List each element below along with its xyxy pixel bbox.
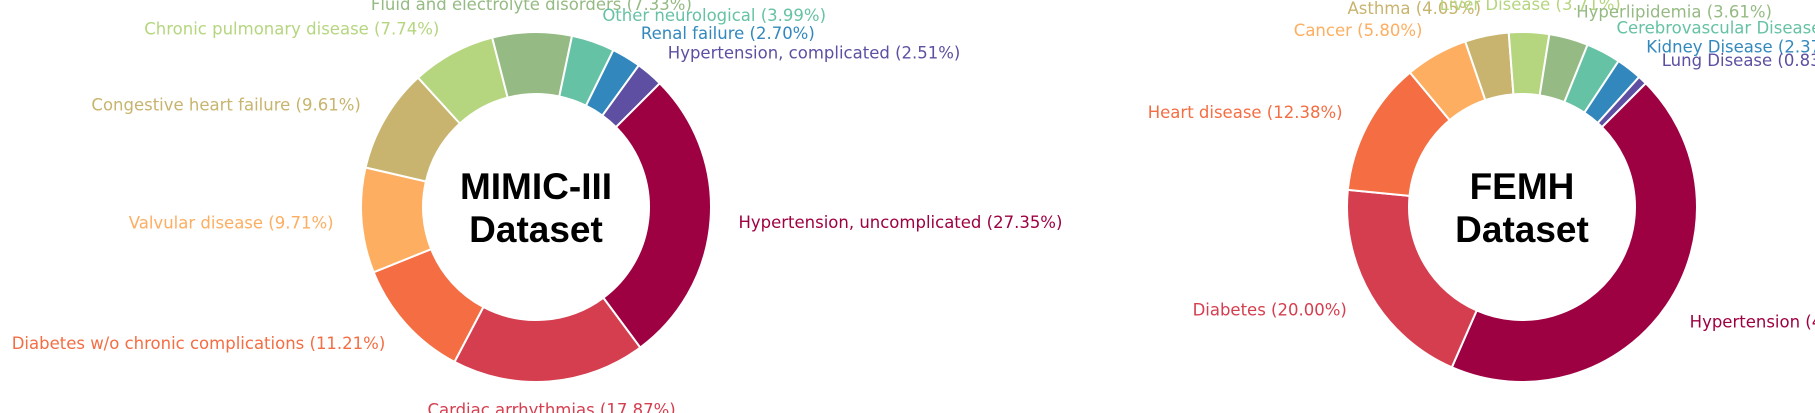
slice-label-2-3: Heart disease (12.38%) [1148, 103, 1343, 122]
center-title-1-line-2: Dataset [469, 209, 603, 250]
slice-label-2-5: Asthma (4.05%) [1348, 0, 1482, 18]
slice-label-1-4: Valvular disease (9.71%) [129, 214, 334, 233]
slice-label-2-2: Diabetes (20.00%) [1193, 301, 1347, 320]
slice-label-2-7: Hyperlipidemia (3.61%) [1576, 2, 1772, 21]
slice-label-1-9: Renal failure (2.70%) [641, 24, 815, 43]
slice-label-2-4: Cancer (5.80%) [1294, 21, 1423, 40]
slice-label-1-6: Chronic pulmonary disease (7.74%) [144, 19, 439, 38]
center-title-1-line-1: MIMIC-III [460, 166, 612, 207]
slice-2-1 [1450, 81, 1698, 383]
slice-label-2-1: Hypertension (44.07%) [1690, 312, 1815, 331]
slice-1-10 [600, 63, 662, 129]
slice-label-1-10: Hypertension, complicated (2.51%) [668, 44, 961, 63]
center-title-2-line-2: Dataset [1455, 209, 1589, 250]
slice-label-2-8: Cerebrovascular Disease (3.19%) [1616, 18, 1815, 37]
slice-1-7 [490, 31, 574, 99]
slice-2-10 [1596, 75, 1648, 129]
slice-label-1-1: Hypertension, uncomplicated (27.35%) [738, 213, 1062, 232]
slice-label-1-5: Congestive heart failure (9.61%) [91, 95, 360, 114]
slice-label-2-10: Lung Disease (0.83%) [1662, 51, 1815, 70]
slice-label-1-3: Diabetes w/o chronic complications (11.2… [12, 334, 386, 353]
donut-chart-1: Hypertension, uncomplicated (27.35%) Card… [12, 0, 1063, 413]
slice-1-1 [601, 81, 712, 349]
donut-chart-2: Hypertension (44.07%) Diabetes (20.00%) He… [1148, 0, 1815, 383]
slice-label-2-6: Liver Disease (3.71%) [1440, 0, 1621, 14]
slice-label-2-9: Kidney Disease (2.37%) [1646, 37, 1815, 56]
slice-label-1-2: Cardiac arrhythmias (17.87%) [427, 400, 675, 413]
slice-label-1-7: Fluid and electrolyte disorders (7.33%) [371, 0, 692, 14]
slice-label-1-8: Other neurological (3.99%) [602, 6, 826, 25]
center-title-2-line-1: FEMH [1470, 166, 1575, 207]
